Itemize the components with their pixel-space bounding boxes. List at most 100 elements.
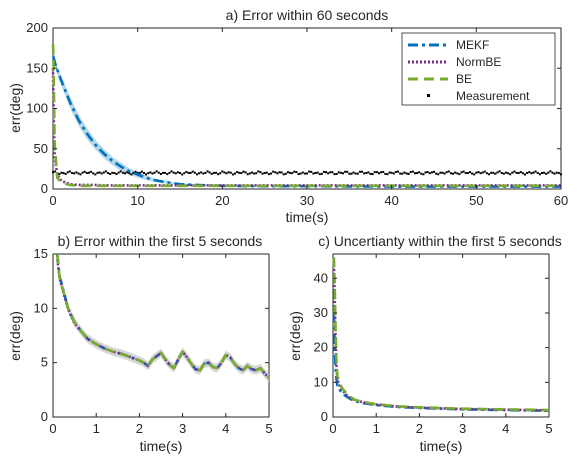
measurement-point bbox=[456, 172, 459, 175]
x-tick-label: 3 bbox=[459, 421, 466, 436]
measurement-point bbox=[519, 171, 522, 174]
measurement-point bbox=[123, 172, 126, 175]
measurement-point bbox=[255, 172, 258, 175]
measurement-point bbox=[272, 170, 275, 173]
y-tick-label: 0 bbox=[41, 181, 48, 196]
measurement-point bbox=[545, 172, 548, 175]
y-tick-label: 30 bbox=[314, 305, 328, 320]
measurement-point bbox=[344, 170, 347, 173]
measurement-point bbox=[437, 173, 440, 176]
measurement-point bbox=[488, 173, 491, 176]
measurement-point bbox=[136, 171, 139, 174]
legend-label-measurement: Measurement bbox=[456, 89, 530, 103]
measurement-point bbox=[496, 171, 499, 174]
measurement-point bbox=[502, 172, 505, 175]
measurement-point bbox=[322, 170, 325, 173]
measurement-point bbox=[375, 171, 378, 174]
measurement-point bbox=[210, 172, 213, 175]
measurement-point bbox=[452, 172, 455, 175]
measurement-point bbox=[170, 170, 173, 173]
measurement-point bbox=[536, 171, 539, 174]
measurement-point bbox=[270, 172, 273, 175]
panel-a-legend: MEKF NormBE BE Measurement bbox=[401, 32, 556, 106]
measurement-point bbox=[477, 171, 480, 174]
measurement-point bbox=[58, 173, 61, 176]
measurement-point bbox=[206, 170, 209, 173]
measurement-point bbox=[140, 170, 143, 173]
measurement-point bbox=[162, 171, 165, 174]
panel-b: b) Error within the first 5 seconds 0 1 2 3… bbox=[7, 233, 273, 454]
measurement-point bbox=[62, 172, 65, 175]
measurement-point bbox=[327, 172, 330, 175]
measurement-point bbox=[314, 171, 317, 174]
measurement-point bbox=[399, 172, 402, 175]
measurement-point bbox=[54, 170, 57, 173]
measurement-point bbox=[83, 170, 86, 173]
measurement-point bbox=[504, 171, 507, 174]
measurement-point bbox=[253, 172, 256, 175]
measurement-point bbox=[424, 171, 427, 174]
legend-label-normbe: NormBE bbox=[456, 55, 501, 69]
measurement-point bbox=[369, 172, 372, 175]
y-tick-label: 50 bbox=[34, 141, 48, 156]
measurement-point bbox=[284, 172, 287, 175]
y-tick-label: 0 bbox=[321, 409, 328, 424]
y-tick-label: 150 bbox=[26, 60, 48, 75]
legend-label-be: BE bbox=[456, 72, 472, 86]
measurement-point bbox=[198, 172, 201, 175]
panel-c: c) Uncertianty within the first 5 second… bbox=[287, 233, 562, 454]
measurement-point bbox=[223, 171, 226, 174]
measurement-point bbox=[231, 173, 234, 176]
measurement-point bbox=[447, 170, 450, 173]
measurement-point bbox=[191, 170, 194, 173]
measurement-point bbox=[312, 172, 315, 175]
y-tick-label: 100 bbox=[26, 101, 48, 116]
measurement-point bbox=[81, 171, 84, 174]
measurement-point bbox=[394, 170, 397, 173]
measurement-point bbox=[234, 172, 237, 175]
y-tick-label: 15 bbox=[34, 246, 48, 261]
y-tick-label: 200 bbox=[26, 20, 48, 35]
measurement-point bbox=[443, 172, 446, 175]
measurement-point bbox=[238, 171, 241, 174]
x-tick-label: 5 bbox=[545, 421, 552, 436]
x-tick-label: 4 bbox=[222, 421, 229, 436]
measurement-point bbox=[441, 171, 444, 174]
x-tick-label: 0 bbox=[49, 421, 56, 436]
y-tick-label: 10 bbox=[314, 374, 328, 389]
panel-b-title: b) Error within the first 5 seconds bbox=[58, 233, 263, 249]
measurement-point bbox=[549, 170, 552, 173]
measurement-point bbox=[301, 171, 304, 174]
measurement-point bbox=[217, 173, 220, 176]
measurement-point bbox=[331, 171, 334, 174]
measurement-point bbox=[532, 171, 535, 174]
measurement-point bbox=[185, 170, 188, 173]
legend-box bbox=[401, 32, 556, 106]
measurement-point bbox=[183, 172, 186, 175]
measurement-point bbox=[79, 173, 82, 176]
measurement-point bbox=[466, 172, 469, 175]
measurement-point bbox=[365, 171, 368, 174]
measurement-point bbox=[282, 173, 285, 176]
measurement-point bbox=[172, 171, 175, 174]
measurement-point bbox=[346, 170, 349, 173]
measurement-point bbox=[553, 172, 556, 175]
measurement-point bbox=[354, 172, 357, 175]
measurement-point bbox=[494, 172, 497, 175]
x-tick-label: 3 bbox=[179, 421, 186, 436]
measurement-point bbox=[513, 170, 516, 173]
measurement-point bbox=[157, 171, 160, 174]
x-tick-label: 30 bbox=[300, 193, 314, 208]
measurement-point bbox=[219, 172, 222, 175]
measurement-point bbox=[293, 170, 296, 173]
measurement-point bbox=[492, 171, 495, 174]
panel-a-title: a) Error within 60 seconds bbox=[226, 7, 389, 23]
measurement-point bbox=[155, 170, 158, 173]
y-tick-label: 40 bbox=[314, 270, 328, 285]
measurement-point bbox=[403, 171, 406, 174]
measurement-point bbox=[77, 172, 80, 175]
measurement-point bbox=[121, 171, 124, 174]
measurement-point bbox=[540, 171, 543, 174]
measurement-point bbox=[310, 170, 313, 173]
